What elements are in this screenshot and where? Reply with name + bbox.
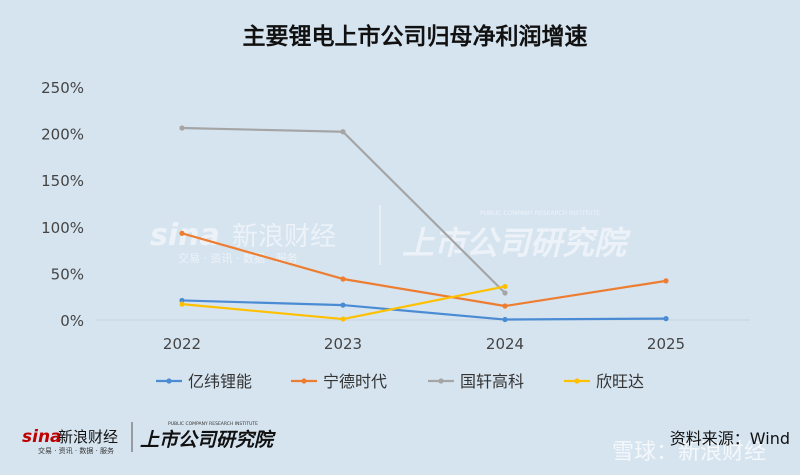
data-point [502, 316, 508, 323]
legend-label: 亿纬锂能 [188, 372, 252, 391]
data-point [502, 283, 508, 290]
data-point [340, 129, 346, 135]
legend-marker [301, 378, 307, 384]
legend-label: 欣旺达 [596, 372, 644, 391]
data-point [340, 302, 346, 308]
y-tick-label: 200% [41, 126, 84, 144]
footer-source: 资料来源：Wind [670, 429, 790, 448]
data-point [502, 303, 508, 309]
center-watermark: sina 新浪财经 交易 · 资讯 · 数据 · 服务 上市公司研究院 PUBL… [150, 205, 631, 265]
series-lines [179, 125, 669, 323]
footer-brand: 新浪财经 [58, 428, 118, 446]
watermark-brand: 新浪财经 [232, 222, 336, 252]
data-point [663, 278, 669, 284]
data-point [179, 297, 185, 304]
data-point [340, 276, 346, 282]
y-tick-label: 250% [41, 79, 84, 97]
x-tick-label: 2024 [486, 335, 524, 353]
footer-watermark: sina 新浪财经 交易 · 资讯 · 数据 · 服务 PUBLIC COMPA… [22, 421, 276, 455]
legend-marker [574, 378, 580, 384]
footer-xueqiu: 雪球：新浪财经 [612, 440, 766, 465]
y-axis: 0% 50% 100% 150% 200% 250% [41, 79, 84, 330]
watermark-institute: 上市公司研究院 [402, 224, 631, 262]
watermark-institute-en: PUBLIC COMPANY RESEARCH INSTITUTE [480, 210, 600, 217]
y-tick-label: 150% [41, 172, 84, 190]
y-tick-label: 100% [41, 219, 84, 237]
footer-brand-sub: 交易 · 资讯 · 数据 · 服务 [38, 446, 114, 455]
series-line-2 [181, 232, 667, 308]
data-point [340, 316, 346, 322]
footer-sina-logo: sina [22, 427, 62, 447]
data-point [179, 230, 185, 236]
data-point [179, 301, 185, 307]
y-tick-label: 0% [60, 312, 84, 330]
x-tick-label: 2023 [324, 335, 362, 353]
legend-label: 国轩高科 [460, 372, 524, 391]
data-point [663, 316, 669, 322]
watermark-brand-sub: 交易 · 资讯 · 数据 · 服务 [178, 251, 297, 265]
series-line-1 [181, 299, 667, 321]
legend: 亿纬锂能 宁德时代 国轩高科 欣旺达 [156, 372, 644, 391]
legend-marker [166, 378, 172, 384]
footer-institute-en: PUBLIC COMPANY RESEARCH INSTITUTE [168, 421, 258, 427]
y-tick-label: 50% [51, 265, 84, 283]
x-tick-label: 2025 [647, 335, 685, 353]
legend-marker [438, 378, 444, 384]
data-point [179, 125, 185, 131]
data-point [502, 290, 508, 296]
chart-title: 主要锂电上市公司归母净利润增速 [243, 23, 588, 50]
series-line-3 [181, 126, 506, 294]
legend-label: 宁德时代 [323, 372, 387, 391]
x-tick-label: 2022 [163, 335, 201, 353]
footer-institute: 上市公司研究院 [140, 429, 276, 451]
watermark-sina-logo: sina [150, 218, 220, 253]
x-axis: 2022 2023 2024 2025 [163, 335, 685, 353]
